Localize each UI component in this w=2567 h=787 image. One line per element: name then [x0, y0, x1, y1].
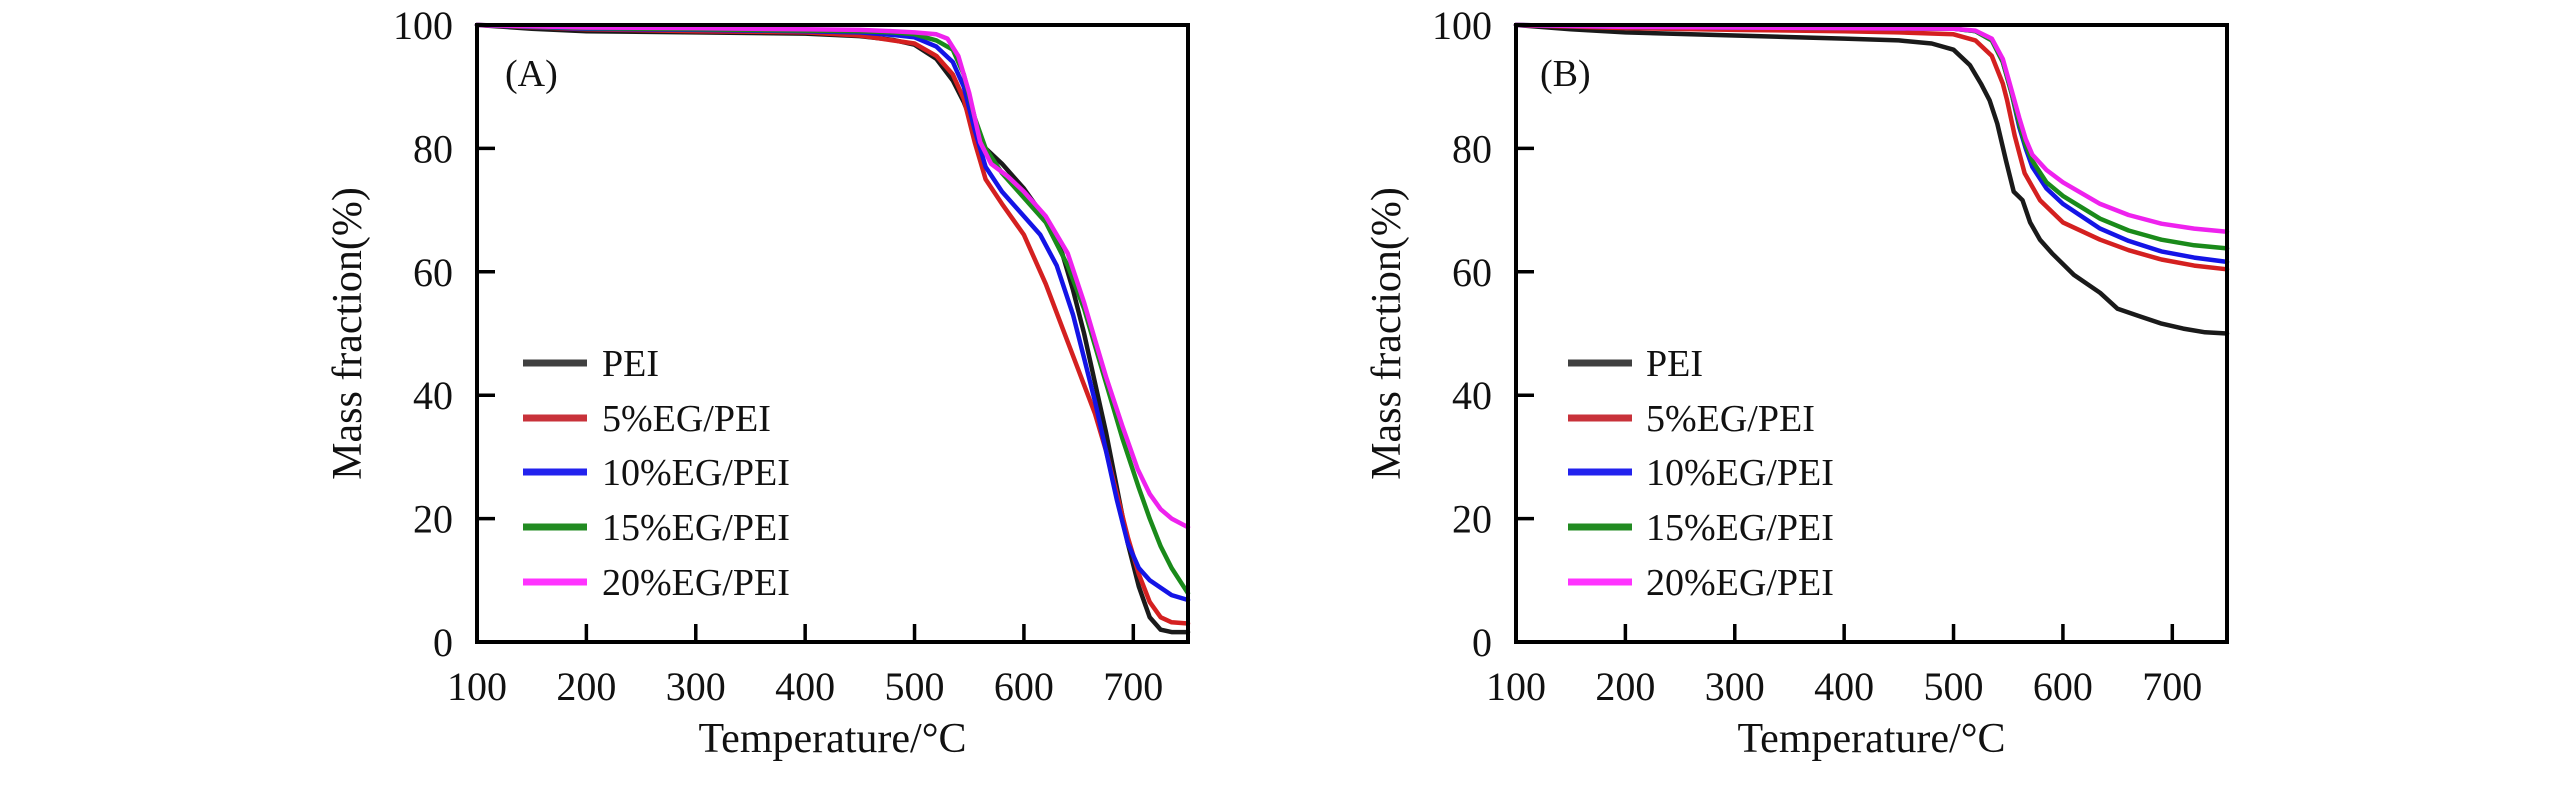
y-tick-label: 40: [1452, 373, 1492, 418]
legend: PEI 5%EG/PEI 10%EG/PEI 15%EG/PEI 20%EG/PEI: [1568, 343, 1834, 604]
series-line-5-eg-pei: [1513, 22, 2230, 272]
legend-label: 10%EG/PEI: [602, 452, 790, 494]
x-tick-label: 600: [994, 664, 1054, 709]
x-tick-label: 100: [447, 664, 507, 709]
panel-b: 0 20 40 60 80 100 100 200 300 400 500 600 700 Tempera…: [1364, 3, 2230, 762]
series-line-10-eg-pei: [474, 22, 1191, 603]
legend-label: 20%EG/PEI: [602, 562, 790, 604]
x-tick-label: 700: [1103, 664, 1163, 709]
x-tick-label: 500: [1924, 664, 1984, 709]
series-group: [1513, 22, 2230, 336]
x-tick-label: 300: [666, 664, 726, 709]
legend-label: 20%EG/PEI: [1646, 562, 1834, 604]
y-axis-label: Mass fraction(%): [325, 187, 371, 480]
plot-frame: [475, 23, 1190, 644]
panel-a: 0 20 40 60 80 100 100 200 300 400 500 600 700 Tempera…: [325, 3, 1191, 762]
x-tick-label: 300: [1705, 664, 1765, 709]
y-tick-label: 80: [1452, 126, 1492, 171]
x-tick-label: 200: [1595, 664, 1655, 709]
x-axis-label: Temperature/°C: [698, 716, 966, 762]
x-axis-label: Temperature/°C: [1737, 716, 2005, 762]
y-tick-label: 40: [413, 373, 453, 418]
y-tick-label: 0: [433, 620, 453, 665]
legend-item: 10%EG/PEI: [523, 452, 790, 494]
series-line-20-eg-pei: [1513, 22, 2230, 234]
series-line-20-eg-pei: [474, 22, 1191, 530]
x-tick-label: 400: [1814, 664, 1874, 709]
series-line-15-eg-pei: [1513, 22, 2230, 251]
y-tick-label: 80: [413, 126, 453, 171]
y-tick-label: 0: [1472, 620, 1492, 665]
legend-label: 5%EG/PEI: [602, 398, 771, 440]
legend: PEI 5%EG/PEI 10%EG/PEI 15%EG/PEI 20%EG/PEI: [523, 343, 790, 604]
legend-label: 10%EG/PEI: [1646, 452, 1834, 494]
series-line-15-eg-pei: [474, 22, 1191, 596]
legend-item: PEI: [1568, 343, 1703, 385]
legend-item: PEI: [523, 343, 659, 385]
x-tick-label: 100: [1486, 664, 1546, 709]
panel-label: (B): [1540, 53, 1591, 95]
legend-label: PEI: [1646, 343, 1703, 385]
series-group: [474, 22, 1191, 635]
y-tick-label: 60: [1452, 250, 1492, 295]
legend-item: 5%EG/PEI: [523, 398, 771, 440]
x-tick-label: 700: [2142, 664, 2202, 709]
y-tick-label: 100: [393, 3, 453, 48]
legend-label: PEI: [602, 343, 659, 385]
legend-item: 15%EG/PEI: [1568, 507, 1834, 549]
legend-label: 5%EG/PEI: [1646, 398, 1815, 440]
x-tick-label: 500: [885, 664, 945, 709]
legend-item: 10%EG/PEI: [1568, 452, 1834, 494]
panel-label: (A): [505, 53, 558, 95]
series-line-pei: [1513, 22, 2230, 336]
x-tick-label: 200: [556, 664, 616, 709]
x-tick-label: 400: [775, 664, 835, 709]
legend-item: 20%EG/PEI: [523, 562, 790, 604]
y-tick-label: 20: [1452, 497, 1492, 542]
plot-frame: [1514, 23, 2229, 644]
legend-item: 15%EG/PEI: [523, 507, 790, 549]
y-tick-label: 20: [413, 497, 453, 542]
legend-label: 15%EG/PEI: [1646, 507, 1834, 549]
legend-item: 5%EG/PEI: [1568, 398, 1815, 440]
legend-item: 20%EG/PEI: [1568, 562, 1834, 604]
y-axis-label: Mass fraction(%): [1364, 187, 1410, 480]
series-line-pei: [474, 22, 1191, 635]
x-tick-label: 600: [2033, 664, 2093, 709]
legend-label: 15%EG/PEI: [602, 507, 790, 549]
y-tick-label: 100: [1432, 3, 1492, 48]
y-tick-label: 60: [413, 250, 453, 295]
